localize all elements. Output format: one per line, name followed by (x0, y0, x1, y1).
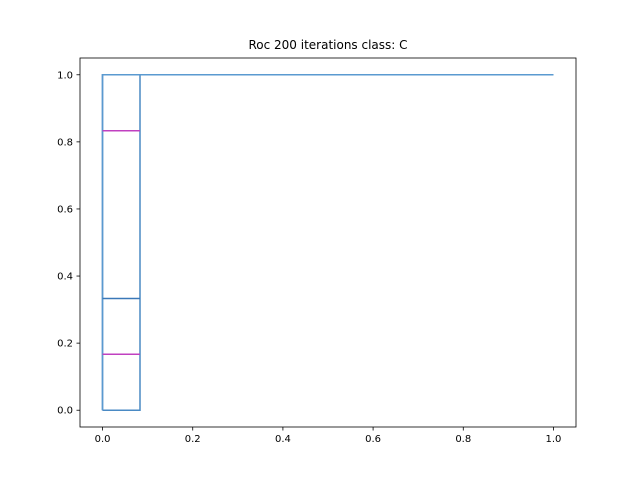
x-tick-label: 0.2 (185, 434, 201, 445)
series-line-1 (101, 74, 554, 411)
y-tick-label: 0.4 (57, 272, 73, 283)
x-axis: 0.0 0.2 0.4 0.6 0.8 1.0 (95, 427, 562, 445)
x-tick-label: 0.0 (95, 434, 111, 445)
axes-frame (79, 57, 577, 428)
y-tick-label: 0.2 (57, 339, 73, 350)
y-tick-label: 1.0 (57, 70, 73, 81)
series-layer (101, 74, 554, 411)
y-tick-label: 0.0 (57, 406, 73, 417)
y-tick-label: 0.8 (57, 137, 73, 148)
x-tick-label: 0.8 (455, 434, 471, 445)
x-tick-label: 1.0 (546, 434, 562, 445)
y-tick-label: 0.6 (57, 204, 73, 215)
x-tick-label: 0.6 (365, 434, 381, 445)
x-tick-label: 0.4 (275, 434, 291, 445)
y-axis: 0.0 0.2 0.4 0.6 0.8 1.0 (57, 70, 80, 417)
series-line-3 (101, 74, 554, 411)
chart-title: Roc 200 iterations class: C (248, 38, 407, 52)
series-line-2 (102, 74, 554, 411)
